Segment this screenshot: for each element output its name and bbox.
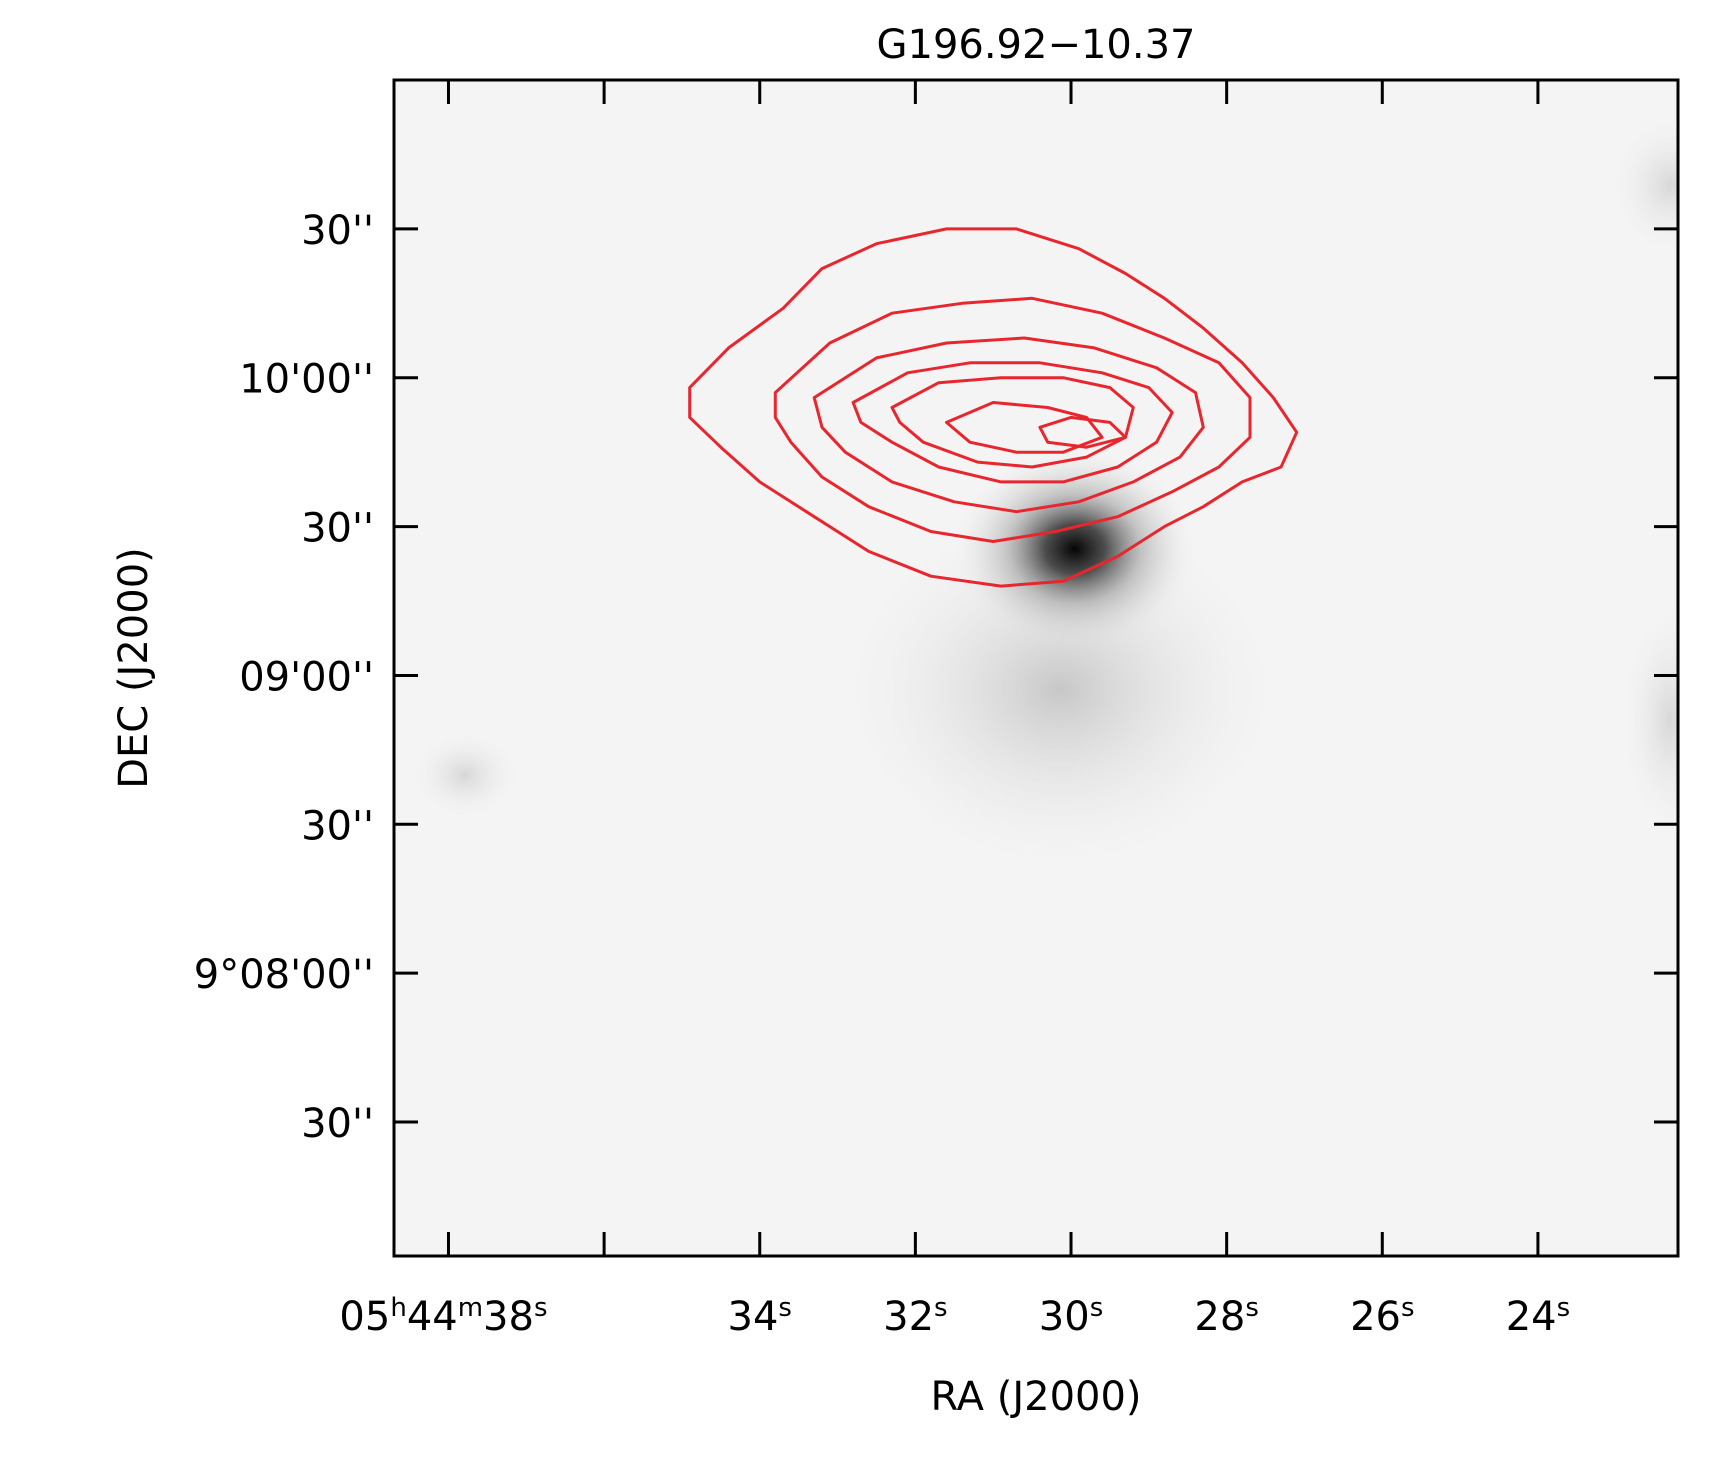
contour-level-3 <box>812 336 1205 514</box>
x-axis-label: RA (J2000) <box>930 1374 1141 1420</box>
x-tick-label: 30s <box>1039 1293 1103 1340</box>
contour-layer <box>688 227 1299 588</box>
contour-level-6 <box>945 401 1104 454</box>
y-tick-label: 30'' <box>301 506 374 552</box>
x-tick-label: 24s <box>1506 1293 1570 1340</box>
x-tick-label: 28s <box>1194 1293 1258 1340</box>
y-tick-label: 30'' <box>301 1101 374 1147</box>
tick-labels: 05h44m38s 34s 32s 30s 28s 26s 24s 30'' 10'00'' 30… <box>194 208 1570 1340</box>
x-tick-label: 05h44m38s <box>339 1293 547 1340</box>
greyscale-image <box>394 80 1678 1256</box>
axis-ticks <box>394 80 1678 1256</box>
x-tick-label: 26s <box>1350 1293 1414 1340</box>
source-core <box>954 448 1195 649</box>
background-blob <box>410 730 520 820</box>
y-tick-label: 9°08'00'' <box>194 952 374 998</box>
background-blob <box>1620 600 1678 840</box>
x-tick-label: 34s <box>728 1293 792 1340</box>
y-tick-label: 09'00'' <box>239 654 374 700</box>
y-tick-label: 30'' <box>301 208 374 254</box>
y-tick-label: 30'' <box>301 803 374 849</box>
x-tick-label: 32s <box>883 1293 947 1340</box>
y-tick-label: 10'00'' <box>239 357 374 403</box>
contour-level-2 <box>773 296 1252 543</box>
chart-title: G196.92−10.37 <box>877 22 1196 68</box>
plot-frame <box>392 78 1680 1258</box>
contour-level-7 <box>1038 415 1127 449</box>
y-axis-label: DEC (J2000) <box>111 547 157 789</box>
background-blob <box>1610 115 1678 255</box>
contour-level-1 <box>688 227 1299 588</box>
contour-level-4 <box>851 361 1174 484</box>
